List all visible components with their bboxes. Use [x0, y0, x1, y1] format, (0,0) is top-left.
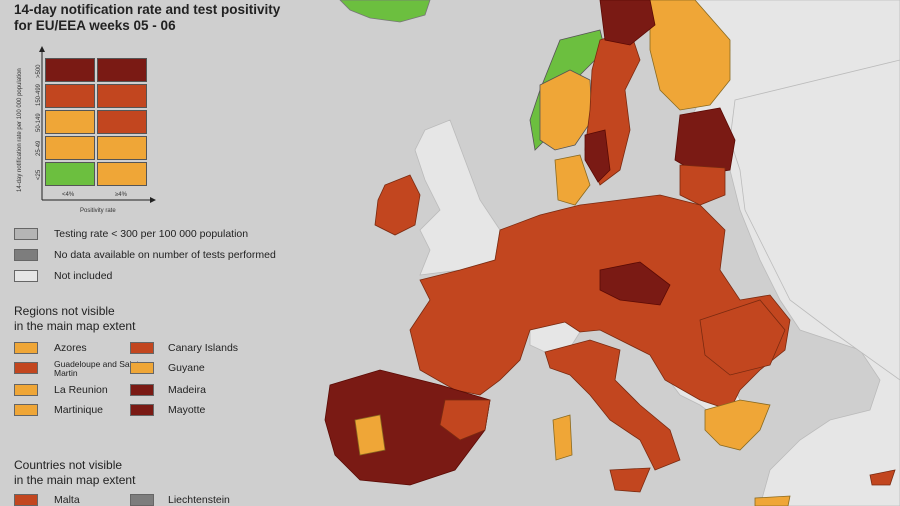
region-label-canary: Canary Islands: [168, 342, 239, 354]
countries-heading: Countries not visible in the main map ex…: [14, 458, 135, 488]
continental-eu: [409, 194, 791, 411]
region-label-guadeloupe: Guadeloupe and Saint Martin: [54, 359, 139, 378]
sweden-south: [584, 129, 611, 183]
spain-red: [439, 399, 491, 441]
x-label-1: ≥4%: [115, 192, 127, 198]
norway-south: [539, 69, 593, 151]
matrix-x-title: Positivity rate: [80, 208, 116, 214]
country-label-liechtenstein: Liechtenstein: [168, 494, 230, 506]
crete: [754, 495, 791, 506]
region-label-mayotte: Mayotte: [168, 404, 206, 416]
region-swatch-martinique: [14, 404, 38, 416]
status-swatch-1: [14, 249, 38, 261]
sardinia: [552, 414, 573, 461]
italy: [544, 339, 681, 471]
title-line-2: for EU/EEA weeks 05 - 06: [14, 18, 176, 33]
romania: [699, 299, 786, 376]
matrix-cell-3-1: [97, 136, 147, 160]
status-swatch-0: [14, 228, 38, 240]
region-swatch-madeira: [130, 384, 154, 396]
country-swatch-liechtenstein: [130, 494, 154, 506]
country-swatch-malta: [14, 494, 38, 506]
countries-heading-line-1: Countries not visible: [14, 458, 123, 472]
lithuania: [679, 164, 726, 206]
status-label-1: No data available on number of tests per…: [54, 249, 276, 261]
region-label-azores: Azores: [54, 342, 87, 354]
status-label-0: Testing rate < 300 per 100 000 populatio…: [54, 228, 249, 240]
legend-matrix: 14-day notification rate per 100 000 pop…: [0, 0, 170, 220]
region-label-martinique: Martinique: [54, 404, 104, 416]
greece: [704, 399, 771, 451]
russia-land: [729, 59, 900, 381]
title-line-1: 14-day notification rate and test positi…: [14, 2, 281, 17]
region-swatch-reunion: [14, 384, 38, 396]
finland: [649, 0, 731, 111]
status-label-2: Not included: [54, 270, 113, 282]
north-sweden: [599, 0, 656, 46]
denmark: [554, 154, 591, 206]
matrix-cell-2-1: [97, 110, 147, 134]
matrix-cell-0-1: [97, 58, 147, 82]
cyprus: [869, 469, 896, 486]
matrix-cell-0-0: [45, 58, 95, 82]
matrix-cell-2-0: [45, 110, 95, 134]
country-label-malta: Malta: [54, 494, 80, 506]
matrix-cell-4-0: [45, 162, 95, 186]
countries-heading-line-2: in the main map extent: [14, 473, 136, 487]
spain-orange: [354, 414, 386, 456]
region-swatch-azores: [14, 342, 38, 354]
uk-land: [414, 119, 501, 276]
ireland: [374, 174, 421, 236]
region-swatch-guyane: [130, 362, 154, 374]
region-swatch-mayotte: [130, 404, 154, 416]
regions-heading: Regions not visible in the main map exte…: [14, 304, 135, 334]
map-title: 14-day notification rate and test positi…: [14, 2, 280, 34]
region-swatch-canary: [130, 342, 154, 354]
matrix-axes: [39, 46, 156, 203]
matrix-cell-1-1: [97, 84, 147, 108]
spain: [324, 369, 491, 486]
x-label-0: <4%: [62, 192, 75, 198]
status-swatch-2: [14, 270, 38, 282]
czechia: [599, 261, 671, 306]
baltics: [674, 107, 736, 176]
regions-heading-line-2: in the main map extent: [14, 319, 136, 333]
region-swatch-guadeloupe: [14, 362, 38, 374]
regions-heading-line-1: Regions not visible: [14, 304, 115, 318]
matrix-cell-4-1: [97, 162, 147, 186]
matrix-cell-1-0: [45, 84, 95, 108]
matrix-cell-3-0: [45, 136, 95, 160]
region-label-reunion: La Reunion: [54, 384, 108, 396]
sicily: [609, 467, 651, 493]
region-label-madeira: Madeira: [168, 384, 206, 396]
region-label-guyane: Guyane: [168, 362, 205, 374]
iceland-land: [339, 0, 431, 23]
